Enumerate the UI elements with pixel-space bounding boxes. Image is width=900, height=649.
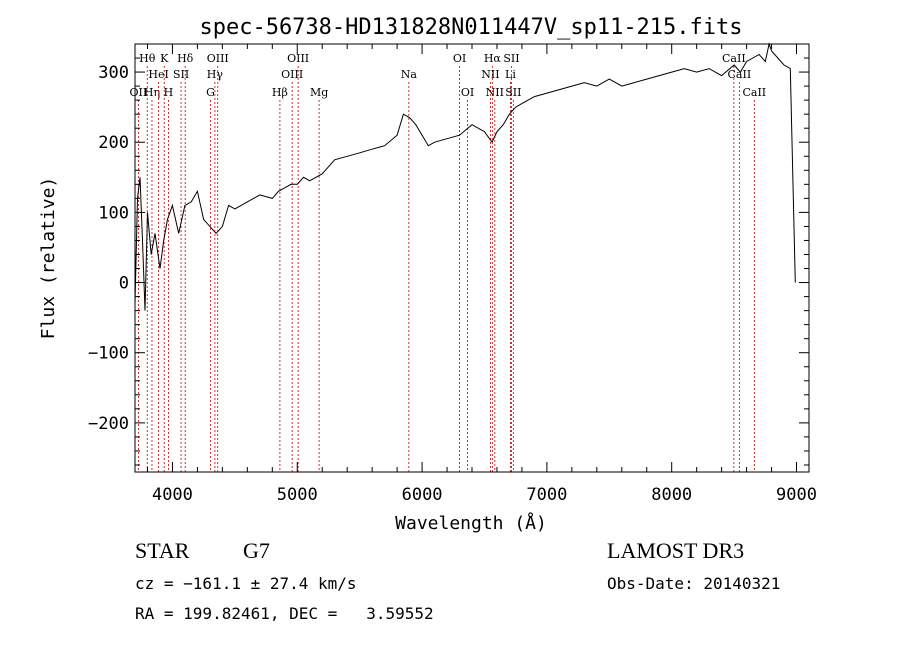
line-marker-label: CaII — [742, 86, 766, 99]
y-tick-label: 0 — [119, 274, 129, 294]
line-marker-label: Hθ — [139, 52, 156, 65]
line-marker-label: Hη — [144, 86, 160, 99]
x-tick-label: 7000 — [526, 485, 567, 505]
line-marker-label: SII — [503, 52, 519, 65]
coordinates: RA = 199.82461, DEC = 3.59552 — [135, 604, 434, 623]
y-tick-label: 200 — [98, 133, 129, 153]
line-marker-label: CaII — [722, 52, 746, 65]
line-marker-label: H — [164, 86, 174, 99]
line-marker-label: NII — [486, 86, 504, 99]
x-tick-label: 5000 — [277, 485, 318, 505]
line-marker-label: OI — [453, 52, 466, 65]
line-marker-label: NII — [481, 68, 499, 81]
chart-title: spec-56738-HD131828N011447V_sp11-215.fit… — [199, 15, 742, 40]
axis-ticks: 4000 5000 6000 7000 8000 9000 −200 −100 0 100 200 3… — [88, 43, 817, 505]
y-tick-label: −200 — [88, 414, 129, 434]
line-marker-label: Hβ — [272, 86, 288, 99]
line-marker-label: Na — [401, 68, 418, 81]
line-marker-label: G — [206, 86, 215, 99]
line-marker-label: OII — [130, 86, 148, 99]
line-marker-label: CaII — [728, 68, 752, 81]
x-tick-label: 6000 — [402, 485, 443, 505]
line-marker-label: Hα — [484, 52, 502, 65]
line-marker-label: OIII — [207, 52, 229, 65]
object-class: STAR — [135, 538, 190, 563]
subclass: G7 — [243, 538, 270, 563]
x-axis-label: Wavelength (Å) — [395, 512, 547, 534]
y-tick-label: −100 — [88, 344, 129, 364]
line-marker-label: OIII — [281, 68, 303, 81]
line-marker-label: HeI — [148, 68, 168, 81]
plot-frame — [134, 43, 810, 473]
line-marker-label: SII — [173, 68, 189, 81]
line-marker-label: Hδ — [177, 52, 194, 65]
line-marker-label: Hγ — [207, 68, 224, 81]
y-tick-label: 300 — [98, 63, 129, 83]
y-tick-label: 100 — [98, 203, 129, 223]
line-marker-label: SII — [505, 86, 521, 99]
y-axis-label: Flux (relative) — [38, 177, 59, 340]
spectrum-line — [134, 42, 796, 311]
redshift-text: cz = −161.1 ± 27.4 km/s — [135, 574, 357, 593]
line-marker-label: OI — [461, 86, 474, 99]
survey-name: LAMOST DR3 — [607, 538, 745, 563]
line-marker-label: K — [160, 52, 169, 65]
x-tick-label: 8000 — [651, 485, 692, 505]
x-tick-label: 4000 — [152, 485, 193, 505]
line-marker-label: OIII — [287, 52, 309, 65]
obs-date: Obs-Date: 20140321 — [607, 574, 781, 593]
line-marker-label: Mg — [310, 86, 328, 99]
line-marker-label: Li — [505, 68, 516, 81]
x-tick-label: 9000 — [776, 485, 817, 505]
